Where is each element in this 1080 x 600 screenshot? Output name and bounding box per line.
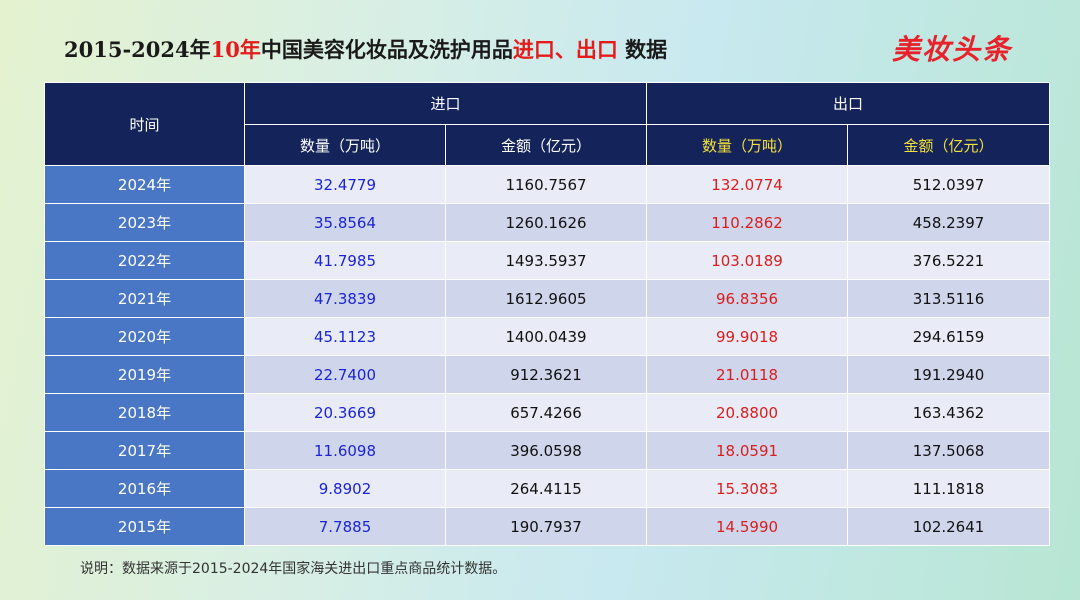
export-qty-cell: 110.2862 <box>646 203 849 242</box>
import-qty-cell: 32.4779 <box>244 165 446 204</box>
year-cell: 2022年 <box>44 241 245 280</box>
export-qty-cell: 103.0189 <box>646 241 849 280</box>
export-qty-cell: 14.5990 <box>646 507 849 546</box>
year-cell: 2020年 <box>44 317 245 356</box>
import-qty-cell: 45.1123 <box>244 317 446 356</box>
brand-logo: 美妆头条 <box>891 33 1012 66</box>
export-qty-cell: 21.0118 <box>646 355 849 394</box>
export-amount-cell: 191.2940 <box>847 355 1051 394</box>
export-qty-cell: 15.3083 <box>646 469 849 508</box>
export-qty-cell: 132.0774 <box>646 165 849 204</box>
import-qty-cell: 11.6098 <box>244 431 446 470</box>
import-group-header: 进口 <box>243 82 648 125</box>
import-amount-cell: 396.0598 <box>444 431 648 470</box>
export-qty-cell: 99.9018 <box>646 317 849 356</box>
time-column-header: 时间 <box>44 82 245 166</box>
table-row: 2022年 41.7985 1493.5937 103.0189 376.5221 <box>44 241 1051 280</box>
export-amount-cell: 102.2641 <box>847 507 1051 546</box>
year-cell: 2019年 <box>44 355 245 394</box>
export-amount-cell: 458.2397 <box>847 203 1051 242</box>
export-amount-cell: 137.5068 <box>847 431 1051 470</box>
import-amount-cell: 912.3621 <box>444 355 648 394</box>
table-row: 2020年 45.1123 1400.0439 99.9018 294.6159 <box>44 317 1051 356</box>
table-row: 2015年 7.7885 190.7937 14.5990 102.2641 <box>44 507 1051 546</box>
export-amount-cell: 512.0397 <box>847 165 1051 204</box>
table-row: 2024年 32.4779 1160.7567 132.0774 512.0397 <box>44 165 1051 204</box>
table-row: 2017年 11.6098 396.0598 18.0591 137.5068 <box>44 431 1051 470</box>
title-highlight-years: 10年 <box>210 37 261 62</box>
page-title: 2015-2024年10年中国美容化妆品及洗护用品进口、出口 数据 <box>64 34 667 64</box>
year-cell: 2023年 <box>44 203 245 242</box>
year-cell: 2015年 <box>44 507 245 546</box>
trade-data-table: 时间 进口 出口 数量（万吨） 金额（亿元） 数量（万吨） 金额（亿元） 202… <box>44 82 1051 546</box>
import-qty-cell: 47.3839 <box>244 279 446 318</box>
import-amount-cell: 1160.7567 <box>444 165 648 204</box>
table-row: 2018年 20.3669 657.4266 20.8800 163.4362 <box>44 393 1051 432</box>
export-amount-cell: 111.1818 <box>847 469 1051 508</box>
export-amount-cell: 294.6159 <box>847 317 1051 356</box>
export-qty-cell: 20.8800 <box>646 393 849 432</box>
import-qty-cell: 7.7885 <box>244 507 446 546</box>
import-amount-cell: 1260.1626 <box>444 203 648 242</box>
export-amount-cell: 163.4362 <box>847 393 1051 432</box>
import-qty-cell: 20.3669 <box>244 393 446 432</box>
export-qty-header: 数量（万吨） <box>646 124 849 166</box>
import-amount-cell: 657.4266 <box>444 393 648 432</box>
year-cell: 2024年 <box>44 165 245 204</box>
year-cell: 2018年 <box>44 393 245 432</box>
table-row: 2016年 9.8902 264.4115 15.3083 111.1818 <box>44 469 1051 508</box>
table-row: 2021年 47.3839 1612.9605 96.8356 313.5116 <box>44 279 1051 318</box>
year-cell: 2021年 <box>44 279 245 318</box>
table-row: 2023年 35.8564 1260.1626 110.2862 458.2397 <box>44 203 1051 242</box>
source-note: 说明：数据来源于2015-2024年国家海关进出口重点商品统计数据。 <box>80 561 507 577</box>
import-amount-header: 金额（亿元） <box>444 124 648 166</box>
export-qty-cell: 18.0591 <box>646 431 849 470</box>
year-cell: 2017年 <box>44 431 245 470</box>
import-amount-cell: 264.4115 <box>444 469 648 508</box>
import-qty-header: 数量（万吨） <box>244 124 446 166</box>
import-amount-cell: 190.7937 <box>444 507 648 546</box>
export-group-header: 出口 <box>646 82 1051 125</box>
import-amount-cell: 1612.9605 <box>444 279 648 318</box>
export-qty-cell: 96.8356 <box>646 279 849 318</box>
export-amount-cell: 313.5116 <box>847 279 1051 318</box>
title-highlight-trade: 进口、出口 <box>512 37 618 62</box>
export-amount-header: 金额（亿元） <box>847 124 1051 166</box>
import-amount-cell: 1493.5937 <box>444 241 648 280</box>
import-amount-cell: 1400.0439 <box>444 317 648 356</box>
export-amount-cell: 376.5221 <box>847 241 1051 280</box>
import-qty-cell: 9.8902 <box>244 469 446 508</box>
table-row: 2019年 22.7400 912.3621 21.0118 191.2940 <box>44 355 1051 394</box>
import-qty-cell: 35.8564 <box>244 203 446 242</box>
import-qty-cell: 41.7985 <box>244 241 446 280</box>
title-suffix: 数据 <box>617 37 668 62</box>
title-prefix: 2015-2024年 <box>64 37 211 62</box>
year-cell: 2016年 <box>44 469 245 508</box>
import-qty-cell: 22.7400 <box>244 355 446 394</box>
title-middle: 中国美容化妆品及洗护用品 <box>260 37 513 62</box>
